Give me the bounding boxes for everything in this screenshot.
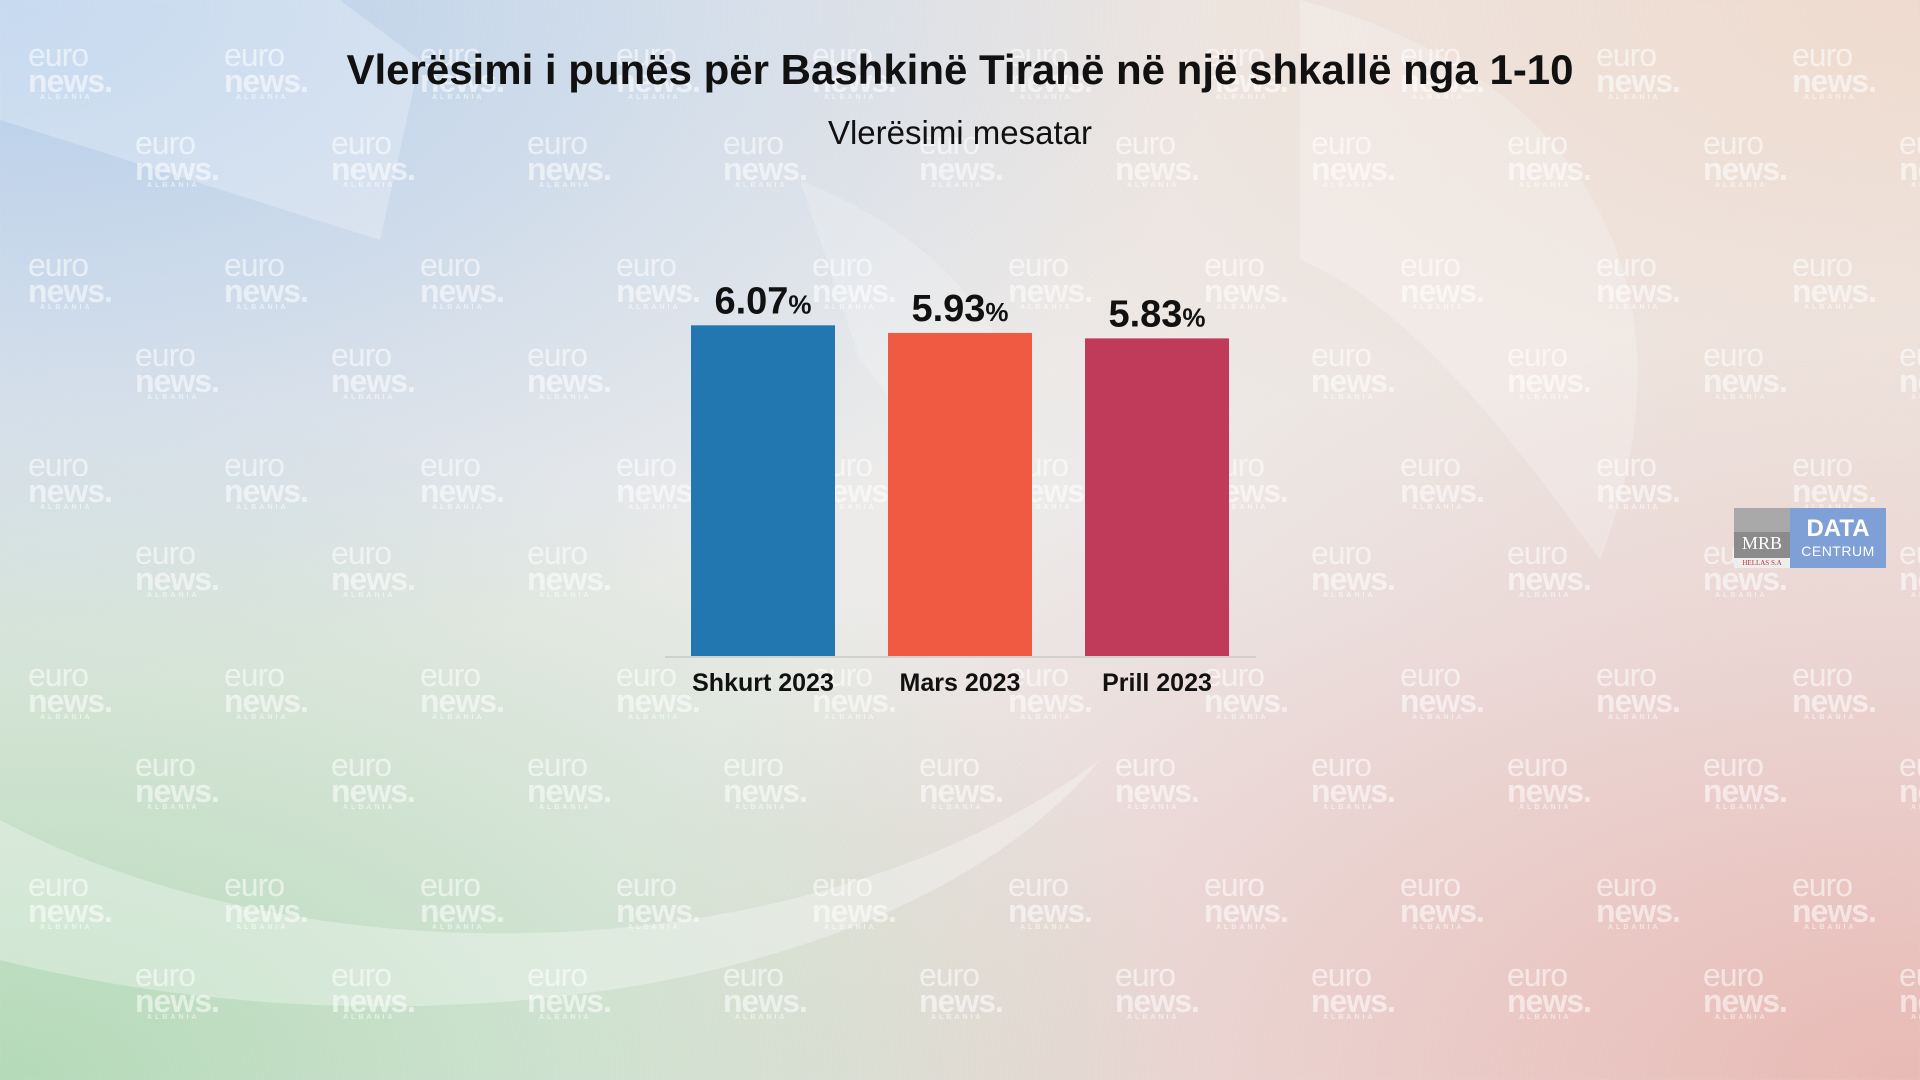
bar-value-label: 5.83% [1108,293,1205,335]
datacentrum-logo-centrum: CENTRUM [1801,543,1875,559]
x-tick-label: Mars 2023 [900,669,1021,697]
x-tick-label: Prill 2023 [1102,669,1212,697]
bar [1085,338,1229,656]
mrb-datacentrum-logo: MRB HELLAS S.A DATA CENTRUM [1734,508,1886,568]
mrb-logo-subtext: HELLAS S.A [1734,558,1790,568]
datacentrum-logo-data: DATA [1806,515,1870,542]
bar-value-label: 6.07% [714,280,811,322]
bar-value-label: 5.93% [911,288,1008,330]
chart-title: Vlerësimi i punës për Bashkinë Tiranë në… [346,46,1574,93]
x-tick-label: Shkurt 2023 [692,669,834,697]
bar [888,332,1032,656]
chart-subtitle: Vlerësimi mesatar [827,114,1093,151]
datacentrum-logo: DATA CENTRUM [1790,508,1886,568]
bar [691,325,835,656]
mrb-logo: MRB HELLAS S.A [1734,508,1790,568]
